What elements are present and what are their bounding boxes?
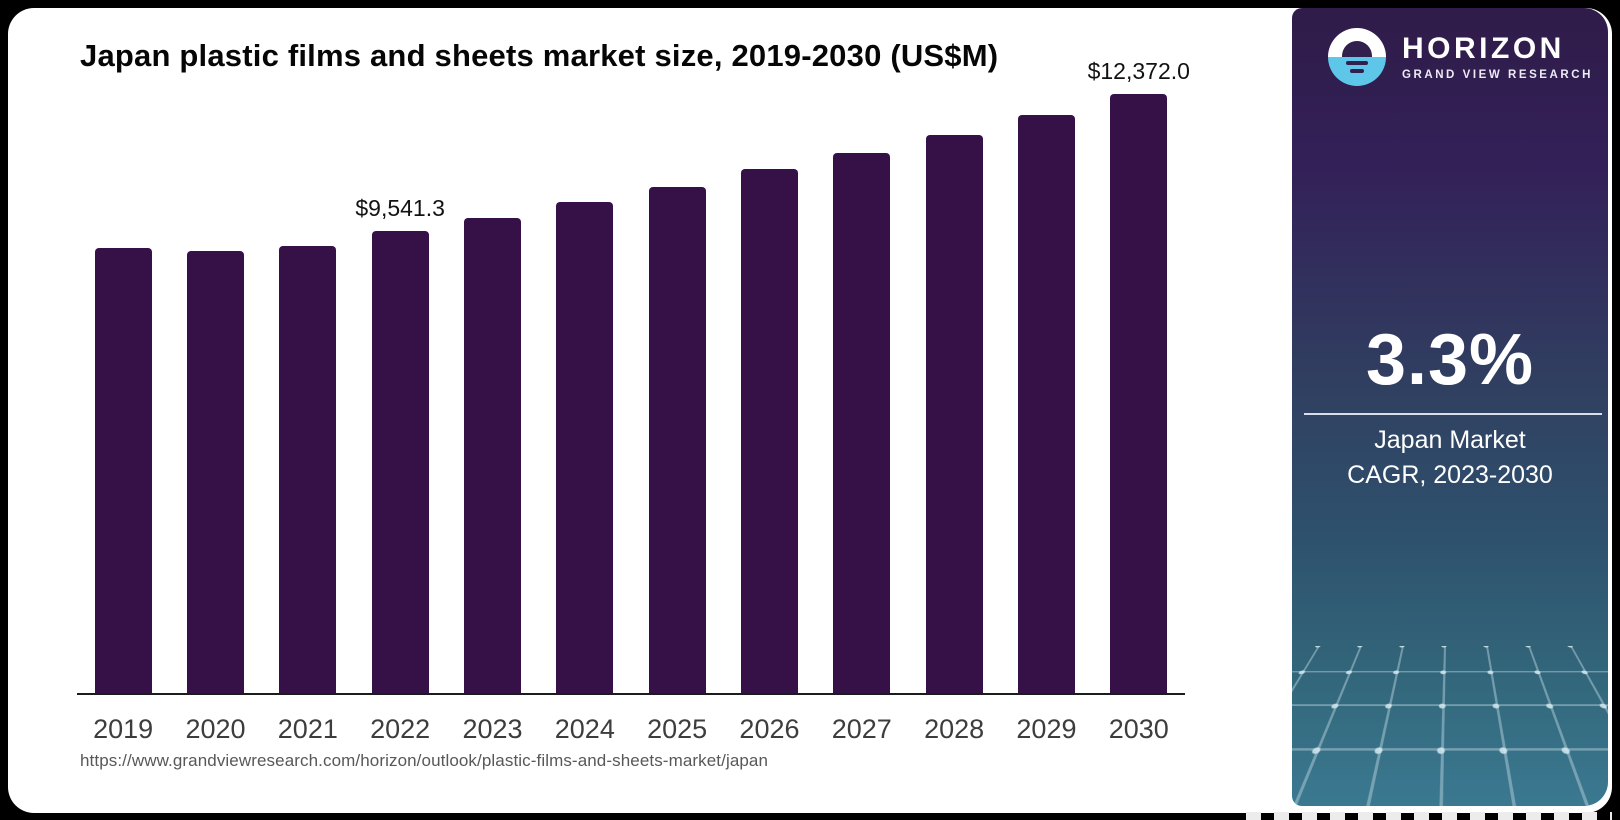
mesh-overflow-dashes: [1246, 812, 1612, 820]
bar-2030: [1110, 94, 1168, 693]
x-axis-label-2020: 2020: [185, 714, 246, 744]
bar-slot-2027: [816, 95, 908, 693]
x-axis-label-2022: 2022: [370, 714, 431, 744]
x-axis-label-2025: 2025: [647, 714, 708, 744]
horizon-line-shape: [1346, 61, 1368, 65]
bar-plot: $9,541.3 $12,372.0: [77, 60, 1190, 695]
bar-2021: [279, 245, 337, 693]
bar-2019: [94, 247, 152, 693]
brand-tagline: GRAND VIEW RESEARCH: [1402, 68, 1593, 81]
x-axis-label-2027: 2027: [831, 714, 892, 744]
stat-divider: [1304, 413, 1602, 415]
x-axis-label-2021: 2021: [277, 714, 338, 744]
x-axis-labels: 2019 2020 2021 2022 2023 2024 2025 2026 2027 2028…: [77, 714, 1185, 745]
bar-2027: [833, 152, 891, 693]
x-axis-label-2023: 2023: [462, 714, 523, 744]
source-url: https://www.grandviewresearch.com/horizo…: [80, 751, 769, 770]
bar-slot-2030: $12,372.0: [1088, 60, 1190, 693]
bar-value-label-2030: $12,372.0: [1087, 58, 1190, 84]
bar-value-label-2022: $9,541.3: [355, 195, 445, 222]
horizon-sunrise-icon: [1328, 28, 1386, 86]
x-axis-label-2030: 2030: [1108, 714, 1169, 744]
bar-slot-2028: [908, 95, 1000, 693]
stat-caption-line1: Japan Market: [1374, 426, 1526, 454]
x-axis-label-2029: 2029: [1016, 714, 1077, 744]
bar-2029: [1017, 114, 1075, 693]
bar-slot-2026: [723, 95, 815, 693]
bar-slot-2024: [539, 95, 631, 693]
x-axis-label-2026: 2026: [739, 714, 800, 744]
bar-2028: [925, 134, 983, 693]
bar-slot-2025: [631, 95, 723, 693]
bar-slot-2022: $9,541.3: [354, 95, 446, 693]
brand-sidebar: HORIZON GRAND VIEW RESEARCH 3.3% Japan M…: [1292, 8, 1608, 806]
sun-dome-shape: [1342, 41, 1372, 57]
chart-title: Japan plastic films and sheets market si…: [80, 38, 999, 73]
brand-logo: HORIZON GRAND VIEW RESEARCH: [1328, 28, 1593, 86]
brand-text-block: HORIZON GRAND VIEW RESEARCH: [1402, 33, 1593, 81]
bar-2024: [556, 201, 614, 693]
x-axis-label-2024: 2024: [554, 714, 615, 744]
bar-slot-2021: [262, 95, 354, 693]
brand-name: HORIZON: [1402, 32, 1565, 66]
x-axis-label-2019: 2019: [93, 714, 154, 744]
cagr-stat-value: 3.3%: [1365, 320, 1535, 400]
bar-slot-2019: [77, 95, 169, 693]
bar-2025: [648, 186, 706, 693]
horizon-line-shape: [1350, 69, 1364, 73]
bar-2020: [186, 251, 244, 693]
perspective-mesh-graphic: [1292, 646, 1608, 806]
x-axis-label-2028: 2028: [924, 714, 985, 744]
bar-2026: [740, 168, 798, 693]
stat-caption-line2: CAGR, 2023-2030: [1347, 461, 1553, 489]
bar-slot-2029: [1000, 95, 1092, 693]
bar-slot-2023: [446, 95, 538, 693]
bar-2023: [463, 217, 521, 693]
bar-slot-2020: [169, 95, 261, 693]
bar-2022: [371, 231, 429, 693]
